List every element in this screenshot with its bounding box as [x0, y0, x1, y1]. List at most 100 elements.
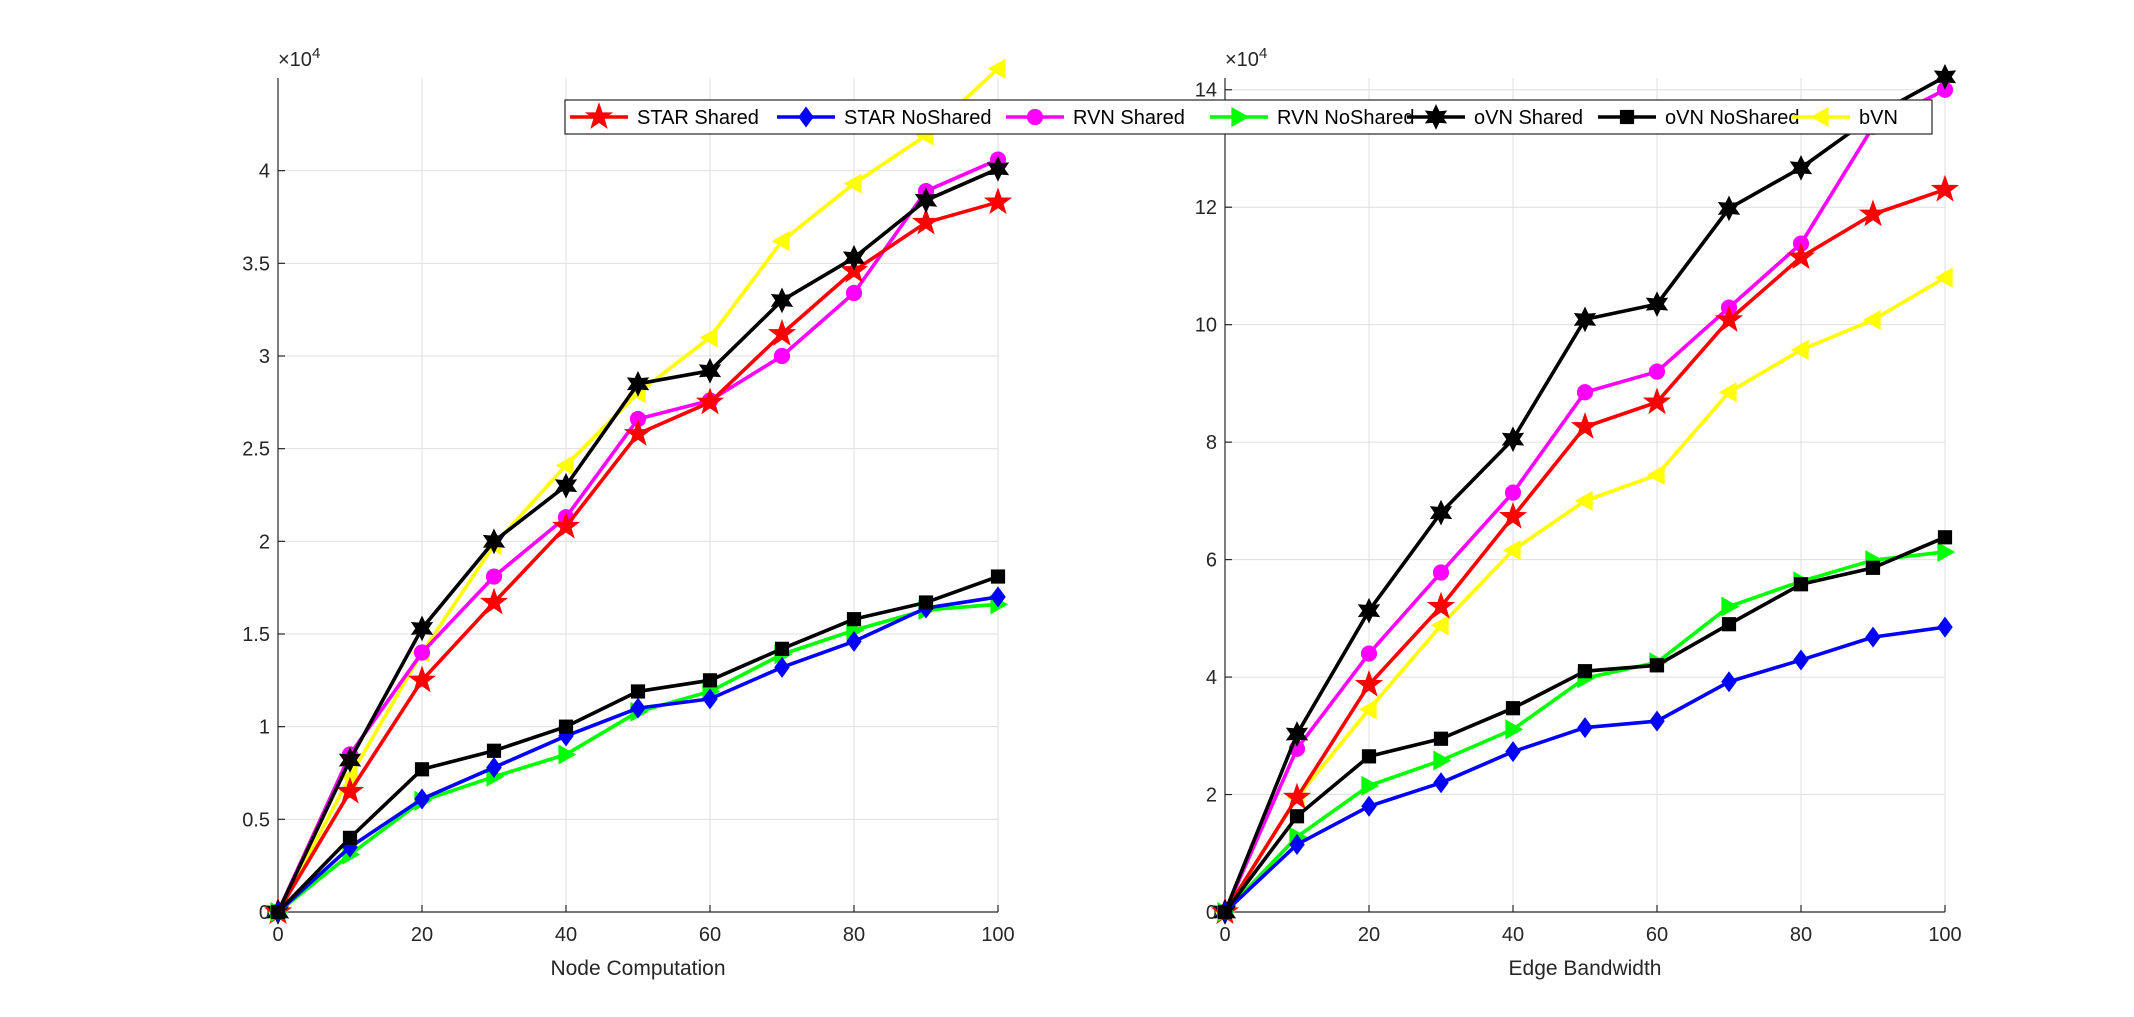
data-point-rvn-shared — [1432, 564, 1450, 581]
data-point-ovn-noshared — [1433, 731, 1449, 746]
data-point-rvn-shared — [1360, 645, 1378, 662]
grid — [277, 78, 999, 913]
legend-marker-rvn-shared — [1026, 108, 1044, 126]
data-point-star-shared — [1786, 242, 1816, 270]
data-point-ovn-shared — [1645, 291, 1669, 318]
data-point-ovn-shared — [842, 244, 866, 271]
data-point-rvn-shared — [485, 568, 503, 585]
legend-marker-rvn-noshared — [1231, 106, 1250, 128]
legend-entry-rvn-noshared: RVN NoShared — [1210, 106, 1414, 129]
data-point-star-noshared — [1721, 671, 1737, 693]
data-point-ovn-noshared — [558, 719, 574, 734]
data-point-ovn-shared — [1573, 306, 1597, 333]
legend-label: oVN Shared — [1474, 107, 1583, 129]
data-point-ovn-noshared — [774, 641, 790, 656]
data-point-ovn-noshared — [702, 673, 718, 688]
data-point-rvn-shared — [773, 347, 791, 365]
data-point-ovn-shared — [770, 287, 794, 314]
data-point-bvn — [771, 231, 790, 252]
data-point-bvn — [1790, 339, 1809, 360]
data-point-star-noshared — [1649, 710, 1665, 732]
legend-entry-rvn-shared: RVN Shared — [1006, 107, 1185, 129]
exponent-base: ×10 — [278, 49, 312, 71]
x-tick-label: 40 — [1502, 924, 1524, 946]
data-point-star-noshared — [846, 630, 862, 652]
exponent-base: ×10 — [1225, 49, 1259, 71]
data-point-ovn-noshared — [1577, 664, 1593, 679]
y-tick-label: 1.5 — [242, 624, 270, 646]
legend-entry-ovn-shared: oVN Shared — [1407, 104, 1583, 130]
series-ovn-noshared — [270, 569, 1006, 920]
data-point-ovn-noshared — [846, 612, 862, 627]
legend-entry-ovn-noshared: oVN NoShared — [1598, 107, 1800, 129]
data-point-ovn-shared — [1501, 426, 1525, 453]
y-tick-label: 8 — [1206, 432, 1217, 454]
legend-marker-bvn — [1810, 106, 1829, 128]
data-point-star-shared — [695, 387, 725, 415]
data-point-bvn — [1718, 382, 1737, 403]
x-tick-label: 60 — [699, 924, 721, 946]
data-point-rvn-shared — [413, 644, 431, 661]
data-point-ovn-shared — [1789, 154, 1813, 181]
data-point-star-noshared — [1361, 795, 1377, 817]
x-tick-label: 100 — [981, 924, 1014, 946]
data-point-ovn-noshared — [1649, 658, 1665, 673]
x-tick-label: 40 — [555, 924, 577, 946]
y-tick-label: 12 — [1195, 197, 1217, 219]
exponent-power: 4 — [312, 45, 320, 62]
data-point-star-shared — [911, 207, 941, 235]
data-point-ovn-shared — [554, 472, 578, 499]
data-point-ovn-shared — [1429, 499, 1453, 526]
data-point-star-shared — [551, 511, 581, 539]
data-point-rvn-shared — [1648, 363, 1666, 380]
x-tick-label: 80 — [843, 924, 865, 946]
y-tick-label: 2.5 — [242, 439, 270, 461]
series-ovn-shared — [266, 155, 1010, 925]
data-point-star-noshared — [702, 688, 718, 710]
data-point-star-noshared — [486, 756, 502, 778]
x-tick-label: 20 — [1358, 924, 1380, 946]
data-point-ovn-noshared — [486, 743, 502, 758]
data-point-star-noshared — [1793, 649, 1809, 671]
exponent-power: 4 — [1259, 45, 1267, 62]
data-point-ovn-shared — [626, 370, 650, 397]
data-point-bvn — [1358, 699, 1377, 720]
data-point-rvn-shared — [845, 284, 863, 302]
data-point-ovn-noshared — [918, 595, 934, 610]
data-point-ovn-noshared — [270, 904, 286, 920]
data-point-ovn-noshared — [1793, 577, 1809, 592]
x-tick-label: 20 — [411, 924, 433, 946]
axis-exponent-label: ×104 — [1225, 45, 1267, 71]
data-point-bvn — [1430, 615, 1449, 636]
x-tick-label: 80 — [1790, 924, 1812, 946]
data-point-star-shared — [623, 419, 653, 446]
y-tick-label: 0 — [1206, 902, 1217, 924]
data-point-star-noshared — [414, 788, 430, 810]
data-point-star-noshared — [630, 697, 646, 719]
legend-label: bVN — [1859, 107, 1898, 129]
x-axis-label: Edge Bandwidth — [1509, 957, 1662, 980]
data-point-star-shared — [407, 665, 437, 693]
data-point-star-shared — [1570, 412, 1600, 439]
data-point-star-shared — [1714, 305, 1744, 332]
y-tick-label: 2 — [1206, 785, 1217, 807]
legend-marker-star-shared — [584, 102, 614, 129]
data-point-bvn — [1574, 490, 1593, 511]
legend-marker-ovn-noshared — [1619, 109, 1635, 125]
data-point-star-noshared — [1865, 626, 1881, 648]
data-point-rvn-noshared — [1505, 719, 1524, 740]
data-point-ovn-noshared — [414, 762, 430, 777]
y-tick-label: 3.5 — [242, 253, 270, 275]
y-tick-label: 0.5 — [242, 809, 270, 831]
data-point-bvn — [555, 455, 574, 476]
data-point-star-noshared — [1505, 741, 1521, 763]
data-point-star-shared — [1498, 501, 1528, 529]
axis-exponent-label: ×104 — [278, 45, 320, 71]
data-point-star-shared — [1930, 174, 1960, 202]
data-point-ovn-noshared — [630, 684, 646, 699]
data-point-star-shared — [1858, 199, 1888, 227]
legend-label: RVN Shared — [1073, 107, 1185, 129]
data-point-ovn-noshared — [1505, 701, 1521, 716]
